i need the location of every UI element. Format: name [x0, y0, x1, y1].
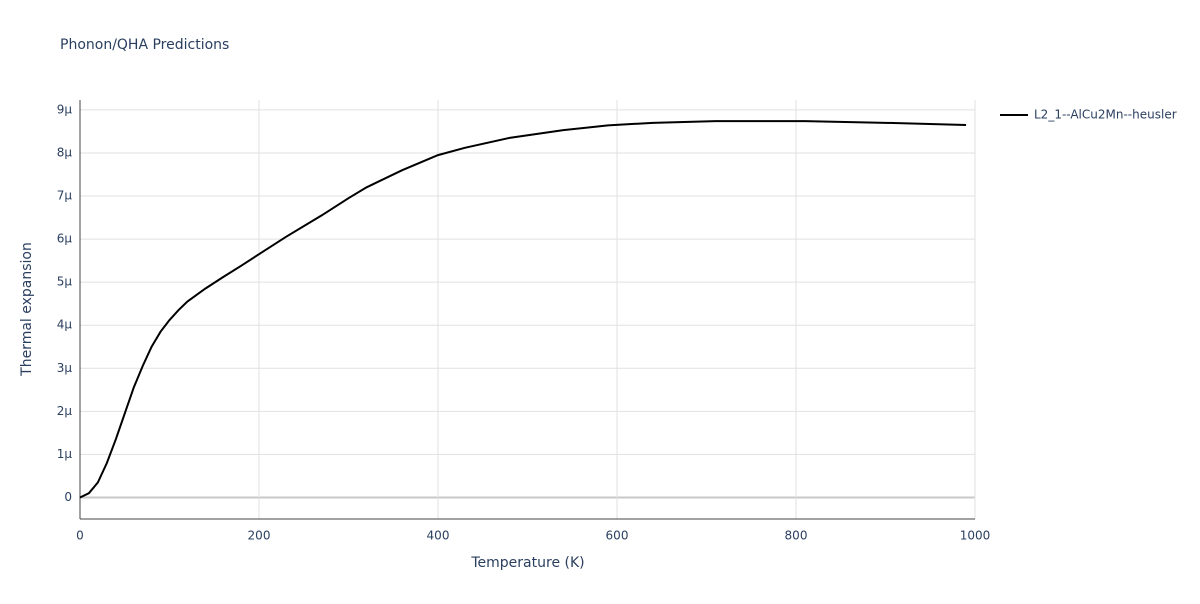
y-tick-label: 2μ — [57, 404, 73, 418]
chart-title: Phonon/QHA Predictions — [60, 37, 229, 53]
y-tick-label: 8μ — [57, 145, 73, 159]
y-tick-label: 6μ — [57, 232, 73, 246]
y-tick-label: 9μ — [57, 102, 73, 116]
x-axis-title: Temperature (K) — [470, 555, 584, 571]
y-tick-label: 0 — [64, 490, 72, 504]
data-line — [79, 120, 967, 499]
y-tick-label: 7μ — [57, 189, 73, 203]
x-tick-label: 800 — [785, 529, 808, 543]
x-tick-label: 1000 — [960, 529, 991, 543]
y-tick-label: 3μ — [57, 361, 73, 375]
y-tick-label: 1μ — [57, 447, 73, 461]
y-tick-label: 4μ — [57, 318, 73, 332]
y-axis-title: Thermal expansion — [19, 242, 35, 377]
x-tick-label: 400 — [427, 529, 450, 543]
y-tick-label: 5μ — [57, 275, 73, 289]
x-tick-label: 0 — [76, 529, 84, 543]
x-tick-label: 200 — [248, 529, 271, 543]
legend-label: L2_1--AlCu2Mn--heusler — [1034, 108, 1177, 122]
x-tick-label: 600 — [606, 529, 629, 543]
